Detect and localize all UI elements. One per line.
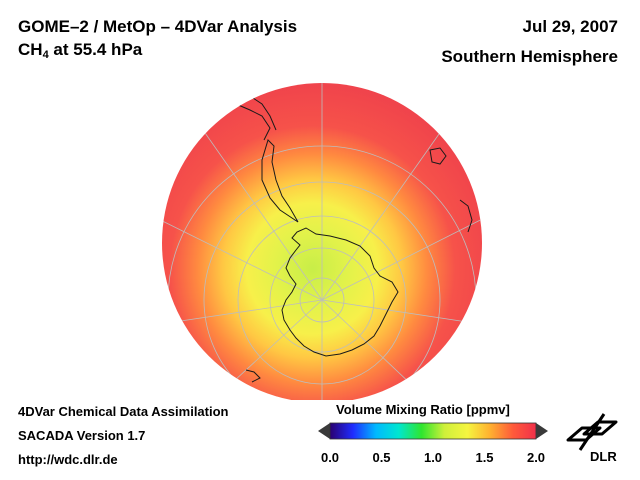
colorbar-tick: 1.0: [423, 450, 443, 465]
colorbar-left-arrow: [318, 423, 330, 439]
colorbar-title: Volume Mixing Ratio [ppmv]: [336, 402, 510, 417]
map-title: GOME–2 / MetOp – 4DVar Analysis: [18, 17, 298, 36]
species-level: at 55.4 hPa: [48, 40, 143, 59]
polar-map: [162, 83, 482, 400]
hemisphere-label: Southern Hemisphere: [441, 47, 618, 66]
footer-line-2: SACADA Version 1.7: [18, 428, 146, 443]
footer-line-1: 4DVar Chemical Data Assimilation: [18, 404, 229, 419]
colorbar-tick: 2.0: [526, 450, 546, 465]
colorbar-right-arrow: [536, 423, 548, 439]
species-main: CH: [18, 40, 43, 59]
colorbar-scale: [329, 422, 537, 440]
colorbar-tick: 0.0: [320, 450, 340, 465]
dlr-logo-icon: [566, 413, 618, 451]
footer-url: http://wdc.dlr.de: [18, 452, 118, 467]
species-subscript: 4: [42, 49, 49, 61]
colorbar: [318, 422, 548, 440]
colorbar-tick: 0.5: [372, 450, 391, 465]
map-date: Jul 29, 2007: [522, 17, 618, 36]
map-subtitle: CH4 at 55.4 hPa: [18, 40, 142, 61]
dlr-logo-text: DLR: [590, 449, 617, 464]
colorbar-tick: 1.5: [475, 450, 494, 465]
